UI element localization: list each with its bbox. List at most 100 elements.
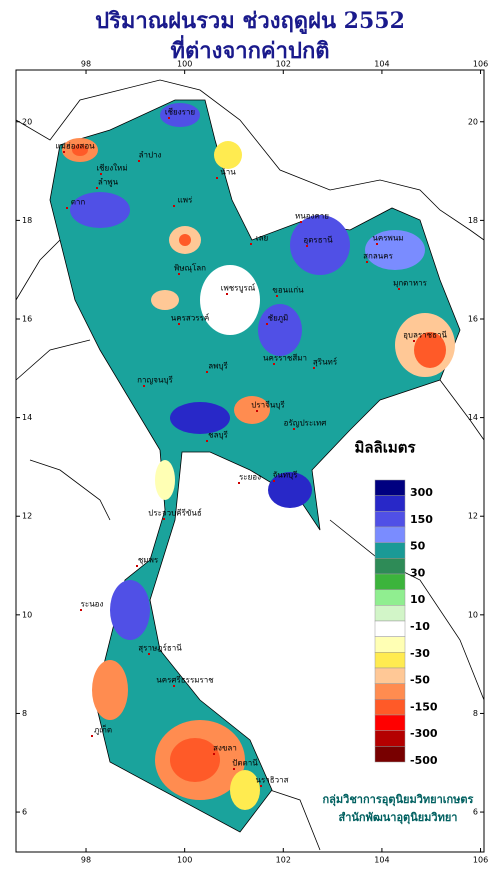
place-label: น่าน — [220, 168, 236, 177]
place-label: ชุมพร — [138, 556, 159, 565]
legend-swatch — [374, 589, 406, 606]
place-label: แม่ฮ่องสอน — [55, 142, 95, 151]
station-dot — [266, 323, 268, 325]
legend-label: -150 — [410, 700, 438, 713]
lat-tick-label: 6 — [473, 808, 478, 817]
neighbour-borders — [15, 79, 485, 851]
station-dot — [143, 385, 145, 387]
place-label: อุบลราชธานี — [403, 331, 447, 340]
lat-tick-label: 10 — [468, 610, 478, 619]
lon-tick-label: 106 — [473, 60, 488, 69]
station-dot — [238, 482, 240, 484]
lon-tick-label: 104 — [374, 60, 389, 69]
station-dot — [163, 518, 165, 520]
station-dot — [178, 273, 180, 275]
legend-label: 150 — [410, 513, 433, 526]
station-dot — [398, 288, 400, 290]
lon-tick-label: 106 — [473, 856, 488, 865]
legend-label: -30 — [410, 647, 430, 660]
lon-tick-label: 100 — [177, 60, 192, 69]
legend-swatch — [374, 526, 406, 543]
place-label: ระยอง — [239, 473, 261, 482]
legend-swatch — [374, 479, 406, 496]
lat-tick-label: 18 — [22, 216, 32, 225]
place-label: นครสวรรค์ — [171, 313, 209, 323]
lat-tick-label: 20 — [22, 117, 32, 126]
place-label: ปราจีนบุรี — [251, 401, 285, 410]
place-label: ลำปาง — [139, 151, 162, 160]
credit-line: สำนักพัฒนาอุตุนิยมวิทยา — [339, 811, 458, 825]
place-label: เชียงราย — [165, 108, 195, 117]
legend-swatch — [374, 620, 406, 637]
place-label: เลย — [256, 234, 268, 243]
station-dot — [178, 323, 180, 325]
legend-swatch — [374, 558, 406, 575]
place-label: อรัญประเทศ — [284, 419, 327, 428]
place-label: เชียงใหม่ — [96, 164, 127, 173]
place-label: นครศรีธรรมราช — [156, 676, 214, 685]
place-label: หนองคาย — [295, 212, 329, 221]
station-dot — [206, 440, 208, 442]
lat-tick-label: 12 — [22, 512, 32, 521]
place-label: ภูเก็ต — [94, 725, 112, 736]
legend-label: 300 — [410, 486, 433, 499]
station-dot — [168, 117, 170, 119]
station-dot — [226, 293, 228, 295]
place-label: มุกดาหาร — [393, 279, 428, 288]
lon-tick-label: 98 — [81, 856, 91, 865]
legend-swatch — [374, 652, 406, 669]
station-dot — [273, 363, 275, 365]
lon-tick-label: 102 — [276, 856, 291, 865]
lat-tick-label: 16 — [468, 314, 478, 323]
place-label: พิษณุโลก — [174, 263, 206, 273]
legend-swatch — [374, 573, 406, 590]
legend-swatch — [374, 667, 406, 684]
place-label: ประจวบคีรีขันธ์ — [148, 508, 202, 518]
station-dot — [413, 340, 415, 342]
lat-tick-label: 8 — [473, 709, 478, 718]
legend-label: 30 — [410, 566, 426, 579]
station-dot — [293, 428, 295, 430]
station-dot — [313, 367, 315, 369]
thailand-map — [49, 99, 461, 833]
place-label: ขอนแก่น — [272, 286, 304, 295]
legend-swatch — [374, 542, 406, 559]
lon-tick-label: 98 — [81, 60, 91, 69]
legend-swatch — [374, 605, 406, 622]
legend-swatch — [374, 636, 406, 653]
place-label: เพชรบูรณ์ — [221, 283, 256, 294]
credit-line: กลุ่มวิชาการอุตุนิยมวิทยาเกษตร — [323, 793, 474, 807]
place-label: ชัยภูมิ — [268, 314, 289, 324]
legend-label: -50 — [410, 674, 430, 687]
legend-swatch — [374, 683, 406, 700]
place-label: สงขลา — [213, 744, 237, 753]
lon-tick-label: 104 — [374, 856, 389, 865]
place-label: สุรินทร์ — [313, 357, 338, 367]
station-dot — [306, 245, 308, 247]
place-label: ปัตตานี — [232, 759, 258, 768]
station-dot — [138, 160, 140, 162]
lat-tick-label: 16 — [22, 314, 32, 323]
legend-swatch — [374, 746, 406, 763]
station-dot — [276, 295, 278, 297]
station-dot — [173, 685, 175, 687]
lat-tick-label: 6 — [22, 808, 27, 817]
legend-label: -500 — [410, 754, 438, 767]
lat-tick-label: 14 — [468, 413, 478, 422]
legend-swatch — [374, 714, 406, 731]
place-label: นครราชสีมา — [263, 354, 307, 363]
legend-swatch — [374, 730, 406, 747]
lat-tick-label: 18 — [468, 216, 478, 225]
station-dot — [300, 221, 302, 223]
station-dot — [100, 173, 102, 175]
station-dot — [136, 565, 138, 567]
station-dot — [206, 371, 208, 373]
station-dot — [366, 261, 368, 263]
place-label: ลพบุรี — [208, 362, 228, 371]
station-dot — [96, 187, 98, 189]
station-dot — [66, 207, 68, 209]
legend-swatch — [374, 511, 406, 528]
station-dot — [148, 653, 150, 655]
legend-label: 10 — [410, 593, 426, 606]
lon-tick-label: 102 — [276, 60, 291, 69]
